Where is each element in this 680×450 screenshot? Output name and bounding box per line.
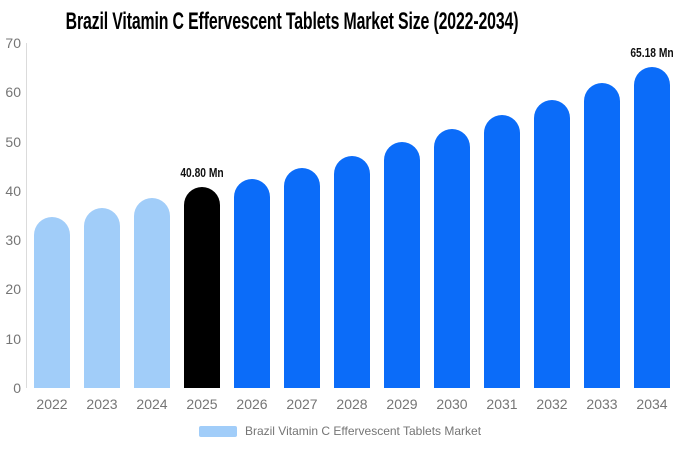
bar-2027[interactable] (284, 167, 320, 388)
x-tick-label-2027: 2027 (286, 396, 318, 412)
x-tick-label-2028: 2028 (336, 396, 368, 412)
x-tick-label-2031: 2031 (486, 396, 518, 412)
x-tick-label-2034: 2034 (636, 396, 668, 412)
bar-value-label-2025: 40.80 Mn (180, 165, 224, 180)
legend-label: Brazil Vitamin C Effervescent Tablets Ma… (244, 424, 482, 438)
x-tick-label-2023: 2023 (86, 396, 118, 412)
bar-2033[interactable] (584, 83, 620, 388)
x-tick-label-2025: 2025 (186, 396, 218, 412)
bar-2023[interactable] (84, 208, 120, 388)
y-axis-line (26, 43, 27, 388)
legend-item[interactable]: Brazil Vitamin C Effervescent Tablets Ma… (0, 425, 680, 437)
x-tick-label-2032: 2032 (536, 396, 568, 412)
y-tick-label-60: 60 (5, 84, 21, 101)
bar-2022[interactable] (34, 217, 70, 388)
bar-2030[interactable] (434, 129, 470, 388)
y-tick-label-20: 20 (5, 281, 21, 298)
x-tick-label-2024: 2024 (136, 396, 168, 412)
x-tick-label-2022: 2022 (36, 396, 68, 412)
y-tick-label-0: 0 (13, 380, 21, 396)
x-tick-label-2033: 2033 (586, 396, 618, 412)
bar-value-label-2034: 65.18 Mn (630, 45, 674, 60)
bar-2034[interactable] (634, 66, 670, 388)
y-tick-label-30: 30 (5, 232, 21, 249)
bar-2024[interactable] (134, 198, 170, 388)
x-tick-label-2029: 2029 (386, 396, 418, 412)
legend-swatch (198, 425, 237, 437)
chart-title: Brazil Vitamin C Effervescent Tablets Ma… (65, 8, 519, 35)
bar-2026[interactable] (234, 179, 270, 388)
y-tick-label-10: 10 (5, 330, 21, 347)
bar-2032[interactable] (534, 100, 570, 388)
bar-2025[interactable] (184, 186, 220, 388)
bar-2029[interactable] (384, 142, 420, 388)
y-tick-label-40: 40 (5, 182, 21, 199)
y-tick-label-70: 70 (5, 35, 21, 51)
bar-2028[interactable] (334, 156, 370, 388)
y-tick-label-50: 50 (5, 133, 21, 150)
x-tick-label-2030: 2030 (436, 396, 468, 412)
bar-2031[interactable] (484, 114, 520, 388)
x-tick-label-2026: 2026 (236, 396, 268, 412)
